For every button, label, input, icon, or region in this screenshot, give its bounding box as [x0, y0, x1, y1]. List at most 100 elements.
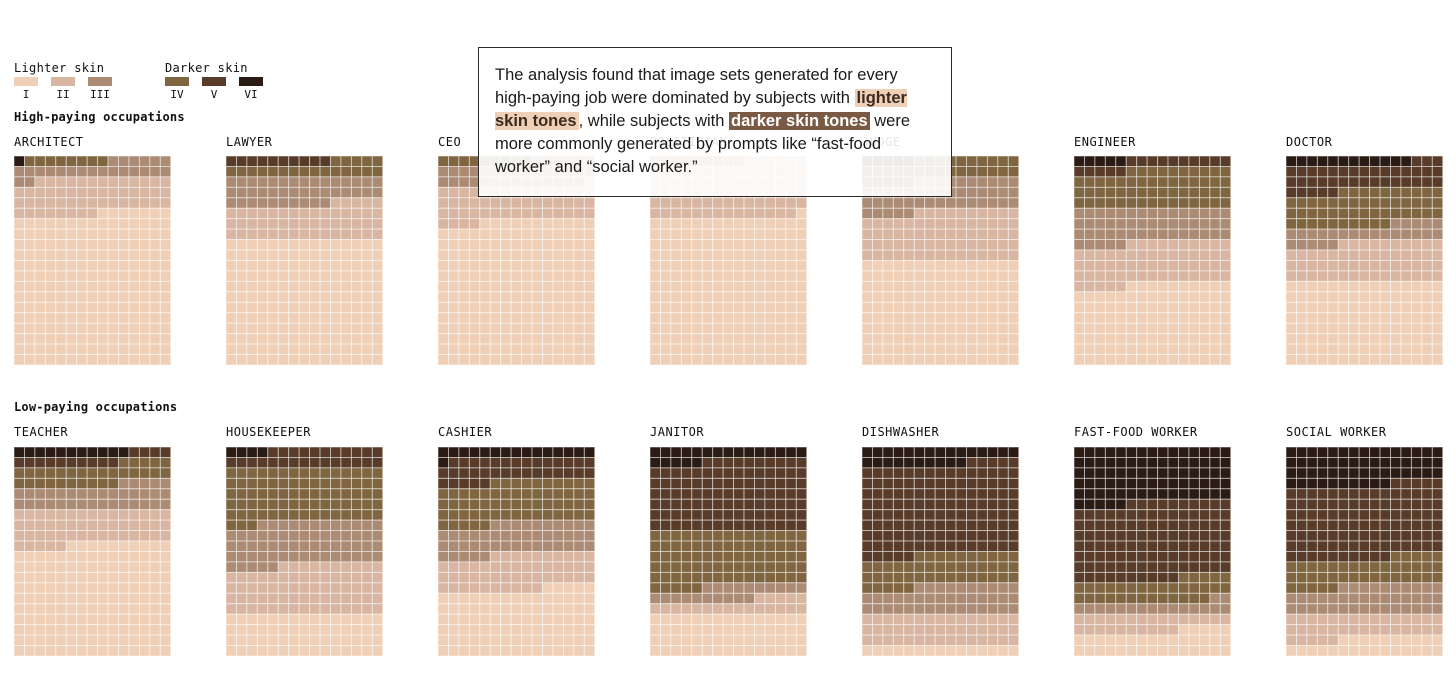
waffle-cell: [350, 207, 363, 220]
legend-swatch-VI: [239, 77, 263, 86]
waffle-cell: [1136, 197, 1148, 209]
waffle-cell: [1157, 582, 1169, 594]
waffle-cell: [680, 467, 693, 479]
waffle-cell: [319, 218, 331, 230]
waffle-cell: [350, 228, 363, 241]
waffle-cell: [754, 488, 766, 500]
waffle-cell: [86, 197, 99, 209]
waffle-chart: [1286, 156, 1443, 365]
waffle-cell: [966, 291, 978, 303]
waffle-cell: [149, 498, 161, 511]
waffle-cell: [733, 312, 745, 324]
waffle-cell: [1007, 156, 1019, 167]
waffle-cell: [1327, 624, 1339, 636]
waffle-cell: [862, 260, 873, 272]
waffle-cell: [1295, 540, 1308, 552]
waffle-cell: [55, 207, 67, 220]
waffle-cell: [510, 592, 523, 605]
waffle-cell: [701, 291, 714, 303]
waffle-cell: [882, 343, 894, 356]
waffle-cell: [1209, 645, 1221, 656]
waffle-cell: [871, 270, 884, 282]
waffle-cell: [701, 207, 714, 220]
waffle-cell: [1219, 301, 1231, 314]
waffle-cell: [1390, 280, 1402, 293]
waffle-cell: [966, 530, 978, 542]
waffle-cell: [1198, 270, 1211, 282]
waffle-cell: [764, 447, 776, 458]
waffle-cell: [562, 333, 575, 345]
waffle-cell: [97, 624, 109, 636]
waffle-cell: [14, 207, 25, 220]
waffle-cell: [340, 467, 352, 479]
waffle-cell: [65, 592, 78, 605]
waffle-cell: [1094, 333, 1106, 345]
waffle-cell: [55, 645, 67, 656]
occupation-label: DISHWASHER: [862, 425, 940, 439]
waffle-cell: [159, 477, 171, 490]
waffle-cell: [468, 645, 481, 656]
waffle-cell: [650, 239, 661, 251]
waffle-cell: [1209, 249, 1221, 261]
waffle-cell: [1094, 551, 1106, 563]
waffle-cell: [1007, 280, 1019, 293]
waffle-cell: [531, 603, 543, 615]
waffle-cell: [1188, 270, 1200, 282]
waffle-cell: [722, 498, 735, 511]
waffle-cell: [226, 467, 237, 479]
waffle-cell: [945, 333, 957, 345]
waffle-cell: [1125, 467, 1138, 479]
waffle-cell: [1358, 249, 1371, 261]
waffle-cell: [966, 354, 978, 365]
waffle-cell: [479, 343, 491, 356]
waffle-cell: [246, 280, 258, 293]
waffle-cell: [438, 343, 449, 356]
waffle-cell: [1295, 477, 1308, 490]
waffle-cell: [34, 540, 46, 552]
waffle-cell: [733, 456, 745, 469]
waffle-cell: [1188, 176, 1200, 188]
waffle-cell: [1316, 447, 1329, 458]
waffle-cell: [246, 645, 258, 656]
waffle-cell: [438, 312, 449, 324]
waffle-chart: [438, 156, 595, 365]
waffle-cell: [298, 456, 311, 469]
waffle-cell: [1431, 603, 1443, 615]
waffle-cell: [913, 477, 926, 490]
waffle-cell: [86, 354, 99, 365]
waffle-cell: [1316, 218, 1329, 230]
waffle-cell: [1286, 239, 1297, 251]
waffle-cell: [722, 540, 735, 552]
waffle-cell: [86, 509, 99, 521]
waffle-cell: [277, 249, 290, 261]
waffle-cell: [1146, 613, 1159, 626]
waffle-cell: [1104, 582, 1117, 594]
waffle-cell: [955, 498, 967, 511]
waffle-cell: [55, 498, 67, 511]
waffle-cell: [159, 186, 171, 199]
waffle-cell: [14, 551, 25, 563]
waffle-cell: [55, 197, 67, 209]
waffle-cell: [1337, 270, 1350, 282]
waffle-cell: [966, 603, 978, 615]
waffle-cell: [986, 613, 999, 626]
waffle-cell: [670, 291, 682, 303]
waffle-cell: [1306, 613, 1318, 626]
waffle-cell: [458, 218, 470, 230]
waffle-cell: [945, 301, 957, 314]
waffle-cell: [670, 354, 682, 365]
waffle-cell: [1136, 477, 1148, 490]
waffle-cell: [552, 354, 564, 365]
waffle-cell: [361, 176, 373, 188]
waffle-cell: [903, 447, 915, 458]
waffle-cell: [510, 301, 523, 314]
waffle-cell: [862, 603, 873, 615]
waffle-cell: [277, 197, 290, 209]
waffle-cell: [97, 176, 109, 188]
waffle-cell: [277, 280, 290, 293]
waffle-cell: [267, 477, 279, 490]
waffle-cell: [500, 551, 512, 563]
waffle-cell: [1410, 197, 1423, 209]
waffle-cell: [468, 322, 481, 335]
waffle-cell: [319, 447, 331, 458]
